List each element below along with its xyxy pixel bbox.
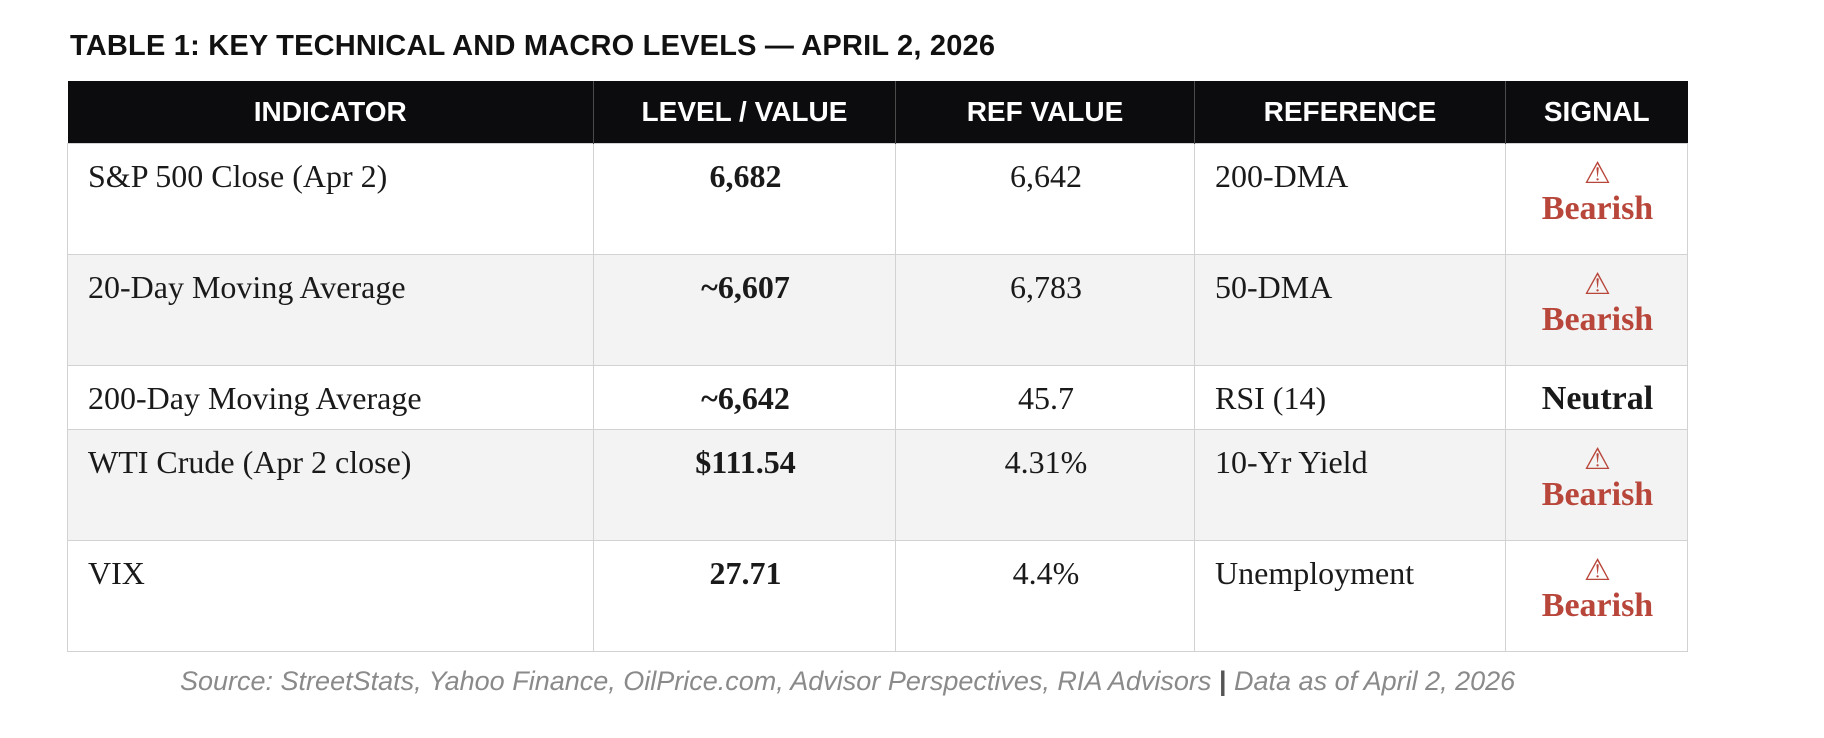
levels-table: INDICATOR LEVEL / VALUE REF VALUE REFERE…: [67, 81, 1688, 652]
signal-label: Bearish: [1541, 301, 1654, 338]
source-separator: |: [1218, 666, 1227, 696]
signal-cell: ⚠ Bearish: [1505, 429, 1688, 541]
level-cell: $111.54: [593, 429, 896, 541]
ref-value-cell: 45.7: [895, 365, 1195, 430]
warning-icon: ⚠: [1584, 267, 1611, 302]
signal-cell: ⚠ Bearish: [1505, 143, 1688, 255]
table-row: S&P 500 Close (Apr 2) 6,682 6,642 200-DM…: [67, 143, 1688, 255]
indicator-cell: 200-Day Moving Average: [67, 365, 594, 430]
warning-icon: ⚠: [1584, 442, 1611, 477]
reference-cell: 50-DMA: [1194, 254, 1506, 366]
signal-cell: ⚠ Bearish: [1505, 540, 1688, 652]
indicator-cell: WTI Crude (Apr 2 close): [67, 429, 594, 541]
table-row: 200-Day Moving Average ~6,642 45.7 RSI (…: [67, 365, 1688, 430]
reference-cell: RSI (14): [1194, 365, 1506, 430]
source-text: Source: StreetStats, Yahoo Finance, OilP…: [180, 666, 1212, 696]
header-level-value: LEVEL / VALUE: [593, 81, 896, 144]
reference-cell: Unemployment: [1194, 540, 1506, 652]
table-row: 20-Day Moving Average ~6,607 6,783 50-DM…: [67, 254, 1688, 366]
level-cell: 6,682: [593, 143, 896, 255]
signal-label: Bearish: [1541, 190, 1654, 227]
header-ref-value: REF VALUE: [895, 81, 1195, 144]
level-cell: 27.71: [593, 540, 896, 652]
header-indicator: INDICATOR: [67, 81, 594, 144]
ref-value-cell: 6,783: [895, 254, 1195, 366]
signal-label: Bearish: [1541, 476, 1654, 513]
header-signal: SIGNAL: [1505, 81, 1688, 144]
ref-value-cell: 4.4%: [895, 540, 1195, 652]
table-caption: TABLE 1: KEY TECHNICAL AND MACRO LEVELS …: [70, 30, 996, 62]
warning-icon: ⚠: [1584, 553, 1611, 588]
signal-label: Bearish: [1541, 587, 1654, 624]
signal-label: Neutral: [1541, 380, 1654, 417]
header-row: INDICATOR LEVEL / VALUE REF VALUE REFERE…: [67, 81, 1688, 144]
reference-cell: 200-DMA: [1194, 143, 1506, 255]
indicator-cell: 20-Day Moving Average: [67, 254, 594, 366]
source-note: Source: StreetStats, Yahoo Finance, OilP…: [180, 666, 1515, 697]
signal-cell: ⚠ Bearish: [1505, 254, 1688, 366]
reference-cell: 10-Yr Yield: [1194, 429, 1506, 541]
ref-value-cell: 6,642: [895, 143, 1195, 255]
level-cell: ~6,642: [593, 365, 896, 430]
source-date: Data as of April 2, 2026: [1234, 666, 1516, 696]
header-reference: REFERENCE: [1194, 81, 1506, 144]
table-row: VIX 27.71 4.4% Unemployment ⚠ Bearish: [67, 540, 1688, 652]
signal-cell: Neutral: [1505, 365, 1688, 430]
ref-value-cell: 4.31%: [895, 429, 1195, 541]
indicator-cell: VIX: [67, 540, 594, 652]
level-cell: ~6,607: [593, 254, 896, 366]
table-row: WTI Crude (Apr 2 close) $111.54 4.31% 10…: [67, 429, 1688, 541]
indicator-cell: S&P 500 Close (Apr 2): [67, 143, 594, 255]
warning-icon: ⚠: [1584, 156, 1611, 191]
